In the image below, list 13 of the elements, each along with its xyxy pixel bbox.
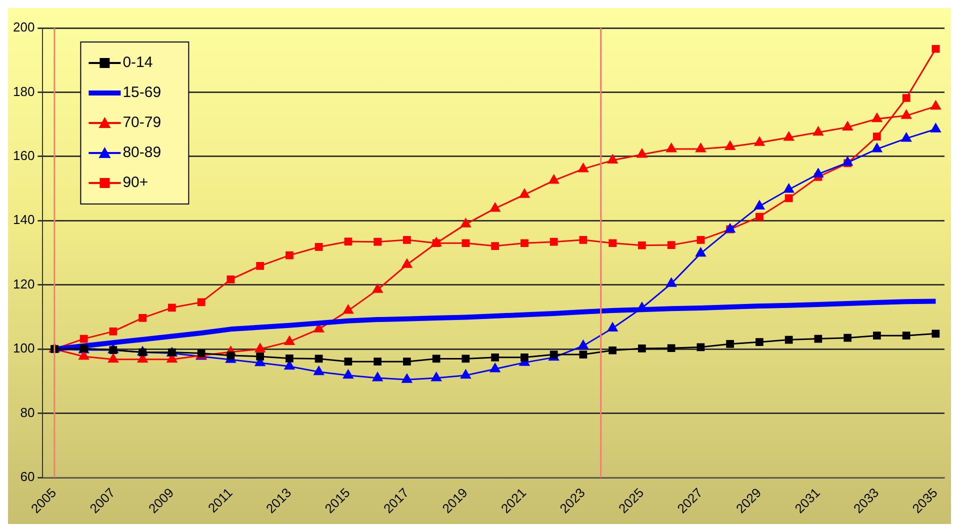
legend-label: 90+ — [122, 174, 148, 192]
y-tick-label: 100 — [12, 340, 35, 356]
y-tick-label: 160 — [12, 148, 35, 164]
y-tick-label: 140 — [12, 212, 35, 228]
y-tick-label: 120 — [12, 276, 35, 292]
y-tick-label: 180 — [12, 84, 35, 99]
legend-label: 15-69 — [122, 84, 162, 102]
y-tick-label: 200 — [12, 20, 35, 35]
legend-label: 0-14 — [122, 54, 153, 72]
legend-label: 80-89 — [122, 144, 162, 162]
y-tick-label: 60 — [20, 469, 35, 484]
y-tick-label: 80 — [20, 404, 35, 420]
legend-label: 70-79 — [122, 114, 162, 132]
